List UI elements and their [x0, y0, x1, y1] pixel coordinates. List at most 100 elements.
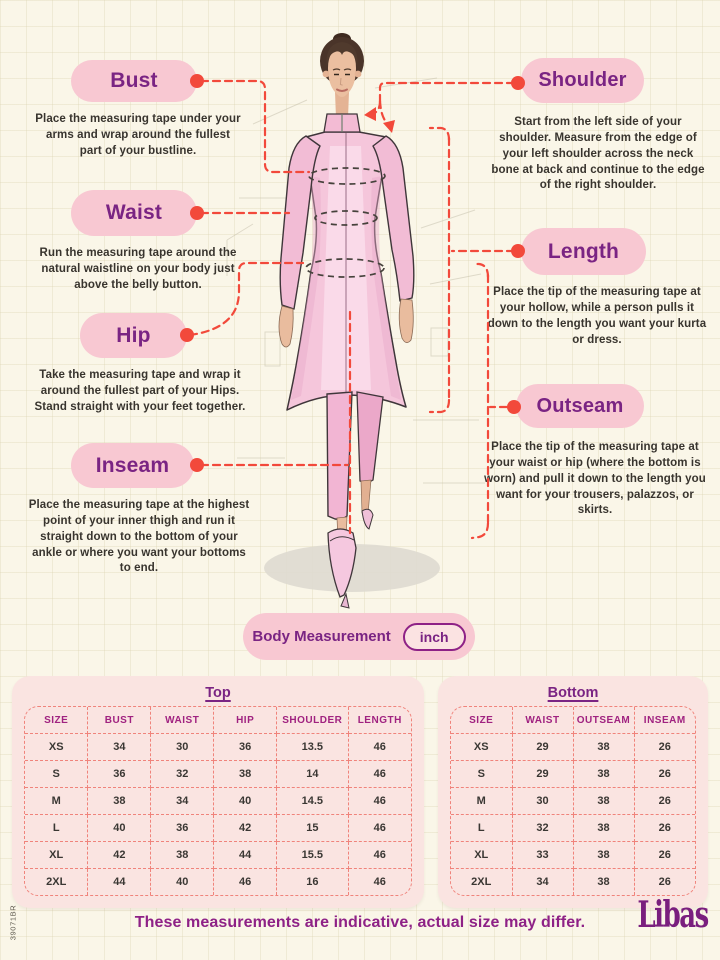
value-cell: 38 [572, 841, 635, 869]
value-cell: 46 [213, 868, 278, 895]
value-cell: 44 [213, 841, 278, 869]
size-cell: 2XL [451, 868, 513, 895]
waist-label: Waist [105, 201, 163, 224]
bust-label: Bust [110, 69, 158, 92]
size-cell: L [451, 814, 513, 842]
bust-label-pill: Bust [71, 60, 197, 102]
value-cell: 38 [150, 841, 215, 869]
value-cell: 26 [633, 814, 695, 842]
table-row: XS 29 38 26 [451, 733, 695, 761]
value-cell: 26 [633, 841, 695, 869]
value-cell: 29 [511, 733, 574, 761]
value-cell: 34 [150, 787, 215, 815]
waist-ellipse [314, 210, 378, 226]
value-cell: 32 [150, 760, 215, 788]
value-cell: 38 [87, 787, 152, 815]
hip-label: Hip [116, 323, 151, 347]
side-code: 39071BR [8, 904, 18, 941]
value-cell: 14.5 [276, 787, 349, 815]
column-header: HIP [213, 707, 278, 734]
disclaimer-note: These measurements are indicative, actua… [134, 914, 586, 931]
size-cell: M [451, 787, 513, 815]
size-cell: M [25, 787, 89, 815]
value-cell: 40 [87, 814, 152, 842]
top-size-table: SIZE BUST WAIST HIP SHOULDER LENGTH XS 34 30 36 1… [25, 707, 411, 895]
value-cell: 32 [511, 814, 574, 842]
value-cell: 40 [213, 787, 278, 815]
table-row: M 38 34 40 14.5 46 [25, 787, 411, 815]
column-header: WAIST [511, 707, 574, 734]
size-cell: 2XL [25, 868, 89, 895]
waist-label-pill: Waist [71, 190, 197, 236]
value-cell: 38 [572, 733, 635, 761]
model-illustration [226, 33, 485, 609]
value-cell: 46 [347, 814, 411, 842]
length-label-pill: Length [521, 228, 646, 275]
unit-bar-label: Body Measurement [252, 628, 391, 645]
unit-bar: Body Measurement inch [243, 613, 475, 660]
table-row: 2XL 34 38 26 [451, 868, 695, 895]
value-cell: 44 [87, 868, 152, 895]
bottom-table-frame: SIZE WAIST OUTSEAM INSEAM XS 29 38 26 S 29 38 26 M 3… [450, 706, 696, 896]
value-cell: 30 [511, 787, 574, 815]
waist-description: Run the measuring tape around the natura… [39, 247, 237, 291]
value-cell: 26 [633, 733, 695, 761]
column-header: OUTSEAM [572, 707, 635, 734]
value-cell: 15 [276, 814, 349, 842]
value-cell: 26 [633, 787, 695, 815]
table-row: XL 33 38 26 [451, 841, 695, 869]
value-cell: 34 [87, 733, 152, 761]
value-cell: 46 [347, 787, 411, 815]
hip-label-pill: Hip [80, 313, 187, 358]
value-cell: 46 [347, 733, 411, 761]
value-cell: 40 [150, 868, 215, 895]
brand-logo: Libas [637, 894, 710, 936]
inseam-description: Place the measuring tape at the highest … [28, 499, 250, 575]
size-cell: XL [25, 841, 89, 869]
header-row: SIZE BUST WAIST HIP SHOULDER LENGTH [25, 707, 411, 734]
value-cell: 26 [633, 868, 695, 895]
length-description: Place the tip of the measuring tape at y… [487, 286, 707, 346]
unit-toggle[interactable]: inch [402, 622, 466, 651]
table-row: M 30 38 26 [451, 787, 695, 815]
value-cell: 16 [276, 868, 349, 895]
column-header: LENGTH [347, 707, 411, 734]
value-cell: 14 [276, 760, 349, 788]
value-cell: 13.5 [276, 733, 349, 761]
top-table-title: Top [205, 685, 231, 701]
size-cell: XS [451, 733, 513, 761]
table-row: S 29 38 26 [451, 760, 695, 788]
value-cell: 29 [511, 760, 574, 788]
hip-ellipse [305, 258, 385, 278]
value-cell: 46 [347, 841, 411, 869]
shoulder-label-pill: Shoulder [521, 58, 644, 103]
value-cell: 38 [572, 868, 635, 895]
bottom-size-panel: Bottom SIZE WAIST OUTSEAM INSEAM XS 29 38 26 S 2… [438, 676, 708, 908]
bottom-size-table: SIZE WAIST OUTSEAM INSEAM XS 29 38 26 S 29 38 26 M 3… [451, 707, 695, 895]
value-cell: 38 [572, 787, 635, 815]
size-cell: XS [25, 733, 89, 761]
outseam-label-pill: Outseam [516, 384, 644, 428]
inseam-label-pill: Inseam [71, 443, 194, 488]
header-row: SIZE WAIST OUTSEAM INSEAM [451, 707, 695, 734]
size-tables: Top SIZE BUST WAIST HIP SHOULDER LENGTH XS 34 3… [12, 676, 708, 908]
size-cell: L [25, 814, 89, 842]
model-body [278, 33, 415, 609]
column-header: SHOULDER [276, 707, 349, 734]
value-cell: 36 [87, 760, 152, 788]
size-cell: XL [451, 841, 513, 869]
value-cell: 36 [150, 814, 215, 842]
value-cell: 46 [347, 868, 411, 895]
table-row: L 32 38 26 [451, 814, 695, 842]
value-cell: 38 [572, 760, 635, 788]
size-cell: S [25, 760, 89, 788]
shoulder-description: Start from the left side of your shoulde… [491, 116, 705, 192]
top-table-frame: SIZE BUST WAIST HIP SHOULDER LENGTH XS 34 30 36 1… [24, 706, 412, 896]
column-header: BUST [87, 707, 152, 734]
bust-ellipse [308, 167, 386, 185]
shoulder-label: Shoulder [538, 69, 627, 91]
measurement-ellipses [305, 167, 386, 278]
outseam-description: Place the tip of the measuring tape at y… [484, 441, 706, 517]
table-row: XL 42 38 44 15.5 46 [25, 841, 411, 869]
inseam-label: Inseam [95, 453, 170, 477]
